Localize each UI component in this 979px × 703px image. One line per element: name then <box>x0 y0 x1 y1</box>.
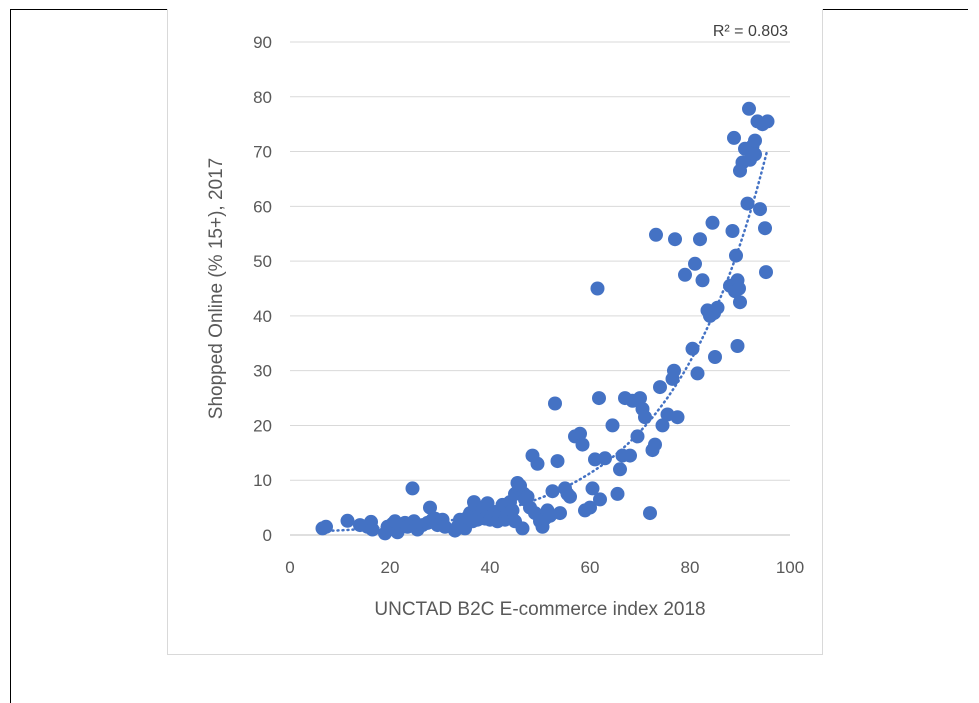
data-point <box>598 451 612 466</box>
data-point <box>545 484 560 499</box>
data-point <box>655 418 670 433</box>
data-point <box>613 462 627 477</box>
x-tick-label: 20 <box>381 558 400 577</box>
data-point <box>563 489 577 504</box>
y-tick-label: 50 <box>253 252 272 271</box>
scatter-chart: 0 10 20 30 40 50 60 70 80 90 0 20 40 60 80 100 R² = 0.… <box>206 23 804 620</box>
data-point <box>590 281 605 296</box>
data-point <box>693 232 707 247</box>
data-point <box>759 265 773 280</box>
data-point <box>638 410 652 425</box>
data-point <box>690 366 705 381</box>
data-point <box>758 221 772 236</box>
data-point <box>585 481 600 496</box>
data-point <box>340 513 355 528</box>
data-point <box>678 267 692 282</box>
data-point <box>633 391 647 406</box>
x-tick-label: 100 <box>776 558 804 577</box>
data-point <box>575 437 590 452</box>
data-point <box>573 426 587 441</box>
data-point <box>729 248 743 263</box>
data-point <box>760 114 775 129</box>
y-tick-label: 40 <box>253 307 272 326</box>
data-point <box>753 202 767 217</box>
y-tick-label: 10 <box>253 471 272 490</box>
data-point <box>727 130 741 145</box>
data-point <box>648 437 662 452</box>
data-point <box>520 489 535 504</box>
y-tick-label: 30 <box>253 362 272 381</box>
data-point <box>668 232 682 247</box>
data-point <box>725 224 740 238</box>
y-tick-label: 90 <box>253 33 272 52</box>
x-tick-label: 80 <box>681 558 700 577</box>
data-point <box>515 521 530 536</box>
data-point <box>553 506 567 521</box>
y-tick-label: 70 <box>253 143 272 162</box>
data-point <box>365 522 380 537</box>
data-point <box>710 300 725 315</box>
frame-left-border <box>10 9 11 703</box>
data-point <box>623 448 637 463</box>
data-point <box>748 147 762 162</box>
data-point <box>732 281 746 296</box>
data-point <box>643 506 657 521</box>
chart-panel: 0 10 20 30 40 50 60 70 80 90 0 20 40 60 80 100 R² = 0.… <box>167 9 823 655</box>
data-point <box>630 429 645 444</box>
data-point <box>405 481 420 496</box>
data-point <box>548 396 562 411</box>
data-point <box>740 196 755 211</box>
x-tick-label: 60 <box>581 558 600 577</box>
data-point <box>748 133 762 148</box>
y-tick-label: 80 <box>253 88 272 107</box>
data-point <box>593 492 607 507</box>
y-tick-label: 20 <box>253 416 272 435</box>
data-point <box>592 391 606 406</box>
data-point <box>742 101 756 116</box>
data-point <box>695 273 710 288</box>
data-point <box>605 418 620 433</box>
y-axis-ticks: 0 10 20 30 40 50 60 70 80 90 <box>253 33 272 545</box>
data-point <box>610 486 625 501</box>
x-axis-title: UNCTAD B2C E-commerce index 2018 <box>374 599 705 620</box>
data-point <box>550 454 565 469</box>
data-point <box>653 380 667 395</box>
data-point <box>733 295 747 310</box>
y-tick-label: 0 <box>263 526 272 545</box>
data-point <box>423 500 437 515</box>
data-point <box>730 339 745 353</box>
data-point <box>670 410 685 425</box>
data-point <box>705 215 720 230</box>
data-point <box>649 227 663 242</box>
y-axis-title: Shopped Online (% 15+), 2017 <box>206 158 227 419</box>
y-tick-label: 60 <box>253 197 272 216</box>
x-tick-label: 0 <box>285 558 294 577</box>
data-point <box>505 503 520 518</box>
r-squared-annotation: R² = 0.803 <box>713 23 788 40</box>
x-axis-ticks: 0 20 40 60 80 100 <box>285 558 804 577</box>
data-point <box>583 500 597 515</box>
data-point <box>688 256 702 271</box>
data-points <box>315 101 775 541</box>
data-point <box>319 519 333 534</box>
x-tick-label: 40 <box>481 558 500 577</box>
data-point <box>530 456 545 471</box>
data-point <box>667 363 681 378</box>
data-point <box>685 341 700 356</box>
data-point <box>708 350 722 364</box>
